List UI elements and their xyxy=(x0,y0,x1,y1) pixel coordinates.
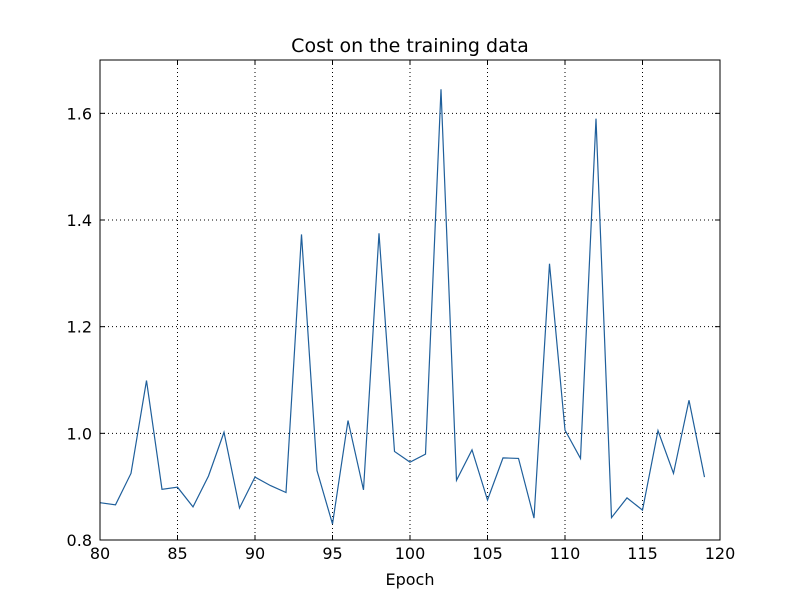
tick-labels: 80 85 90 95 100 105 110 115 120 0.8 1.0 1.2 1.4 1.6 xyxy=(67,104,736,563)
x-tick-label: 90 xyxy=(245,544,265,563)
y-tick-label: 0.8 xyxy=(67,531,92,550)
tick-marks xyxy=(99,60,721,541)
y-tick-label: 1.0 xyxy=(67,424,92,443)
x-tick-label: 80 xyxy=(90,544,110,563)
x-tick-label: 95 xyxy=(322,544,342,563)
chart-title: Cost on the training data xyxy=(291,35,529,57)
x-tick-label: 110 xyxy=(550,544,581,563)
x-axis-label: Epoch xyxy=(386,570,435,589)
y-tick-label: 1.2 xyxy=(67,318,92,337)
x-tick-label: 105 xyxy=(472,544,503,563)
x-tick-label: 85 xyxy=(167,544,187,563)
series-line xyxy=(99,89,706,525)
grid-lines xyxy=(100,60,720,540)
y-tick-label: 1.6 xyxy=(67,104,92,123)
x-tick-label: 100 xyxy=(395,544,426,563)
y-tick-label: 1.4 xyxy=(67,211,92,230)
x-tick-label: 120 xyxy=(705,544,736,563)
series-layer xyxy=(99,89,706,525)
x-tick-label: 115 xyxy=(627,544,658,563)
